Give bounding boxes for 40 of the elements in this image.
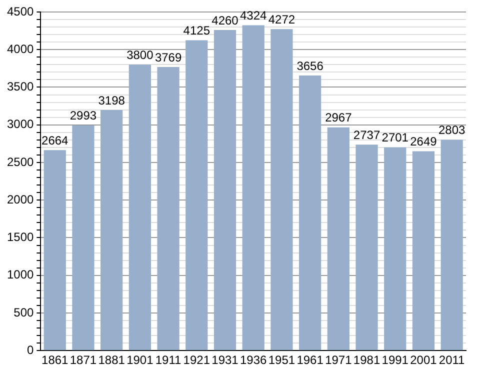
x-tick-label: 1936 [240,353,268,368]
x-tick-label: 1981 [353,353,380,368]
data-label: 2649 [410,134,438,149]
data-label: 2803 [438,123,466,137]
x-tick-label: 1871 [70,353,97,368]
data-label: 3198 [98,93,126,108]
y-tick-label: 1500 [6,230,34,244]
x-tick-label: 1931 [212,353,239,368]
x-tick-label: 1971 [325,353,352,368]
x-tick-label: 1881 [98,353,126,368]
y-tick-label: 3000 [6,117,34,132]
y-tick-label: 1000 [6,268,34,282]
data-label: 4272 [268,12,296,26]
y-tick-label: 2500 [6,154,34,169]
x-tick-label: 1911 [155,353,182,368]
data-label: 2664 [42,133,69,148]
data-label: 3656 [296,58,324,73]
x-tick-label: 1961 [296,353,324,368]
y-tick-label: 4500 [6,4,34,18]
data-label: 2967 [325,110,352,125]
x-tick-label: 1921 [183,353,210,368]
x-tick-label: 1861 [42,353,69,368]
y-tick-label: 4000 [6,42,34,56]
x-tick-label: 2001 [410,353,438,368]
y-tick-label: 0 [27,342,34,357]
data-label: 4260 [212,13,239,28]
data-label: 2737 [353,128,380,142]
y-tick-label: 2000 [6,192,34,206]
y-tick-label: 500 [14,305,34,320]
x-tick-label: 1901 [126,353,154,368]
data-label: 3769 [154,50,182,64]
data-label: 4324 [240,8,268,23]
y-tick-label: 3500 [6,80,34,94]
data-label: 2701 [382,130,409,145]
data-label: 4125 [183,24,210,38]
data-label: 3800 [126,48,154,62]
x-tick-label: 2011 [438,353,466,368]
data-label: 2993 [70,108,97,123]
x-tick-label: 1951 [268,353,296,368]
x-tick-label: 1991 [382,353,409,368]
